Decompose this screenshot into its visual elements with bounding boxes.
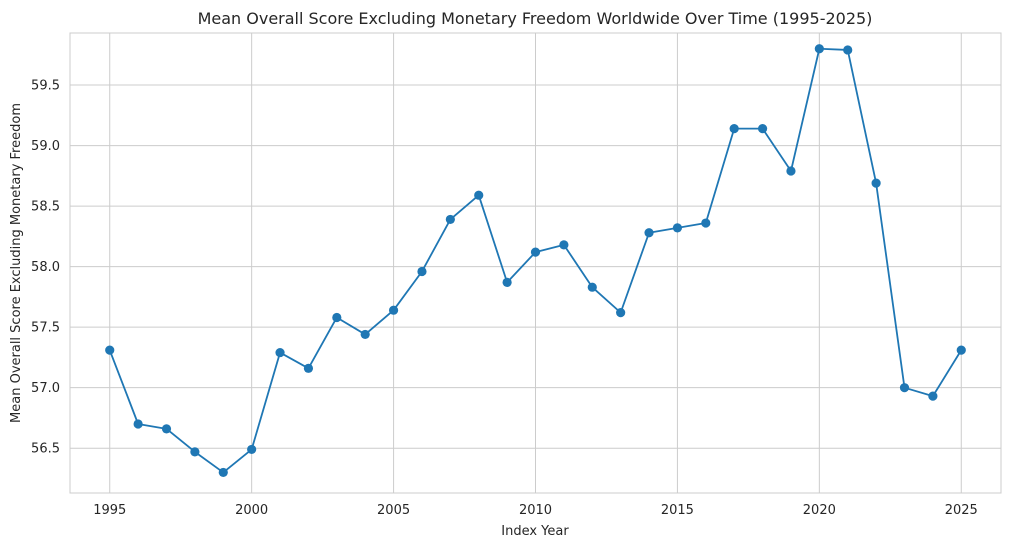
data-point: [672, 223, 683, 233]
y-tick-label: 58.0: [31, 260, 60, 275]
data-point: [786, 166, 796, 176]
data-point: [701, 218, 711, 228]
x-tick-label: 2015: [661, 503, 694, 518]
data-point: [644, 228, 654, 238]
data-point: [360, 329, 370, 340]
x-tick-label: 2020: [803, 503, 836, 518]
data-point: [587, 282, 597, 292]
data-point: [956, 345, 966, 355]
tick-labels: 1995 2000 2005 2010 2015 2020 2025 56.5 57.0 57.5…: [31, 79, 978, 518]
data-point: [417, 266, 427, 277]
data-point: [388, 305, 399, 315]
x-tick-label: 2005: [377, 503, 410, 518]
y-tick-label: 56.5: [31, 442, 60, 457]
y-tick-label: 57.5: [31, 321, 60, 336]
data-point: [843, 45, 853, 55]
data-point: [814, 44, 824, 54]
data-point: [275, 347, 285, 358]
data-point: [474, 190, 484, 200]
chart-title: Mean Overall Score Excluding Monetary Fr…: [198, 9, 873, 28]
series-layer: [105, 44, 966, 478]
data-point: [530, 247, 541, 257]
data-point: [616, 308, 626, 318]
data-point: [928, 391, 938, 401]
y-tick-label: 59.5: [31, 79, 60, 94]
data-point: [757, 124, 768, 134]
x-tick-label: 2010: [519, 503, 552, 518]
data-point: [303, 363, 314, 373]
data-point: [729, 124, 739, 134]
x-tick-label: 2025: [945, 503, 978, 518]
data-point: [871, 178, 881, 188]
data-point: [899, 383, 910, 393]
data-point: [218, 467, 228, 478]
data-point: [247, 444, 257, 455]
data-point: [133, 419, 143, 429]
data-point: [502, 277, 512, 287]
x-tick-label: 2000: [235, 503, 268, 518]
data-point: [559, 240, 569, 250]
data-point: [105, 345, 115, 355]
data-point: [190, 447, 200, 457]
y-tick-label: 57.0: [31, 381, 60, 396]
grid-lines: [69, 32, 1002, 494]
y-axis-label: Mean Overall Score Excluding Monetary Fr…: [9, 103, 24, 423]
y-tick-label: 58.5: [31, 200, 60, 215]
x-axis-label: Index Year: [501, 524, 569, 539]
data-point: [161, 424, 172, 434]
plot-area-border: [69, 32, 1002, 494]
y-tick-label: 59.0: [31, 139, 60, 154]
x-tick-label: 1995: [93, 503, 126, 518]
data-point: [332, 312, 342, 323]
data-point: [445, 214, 455, 225]
